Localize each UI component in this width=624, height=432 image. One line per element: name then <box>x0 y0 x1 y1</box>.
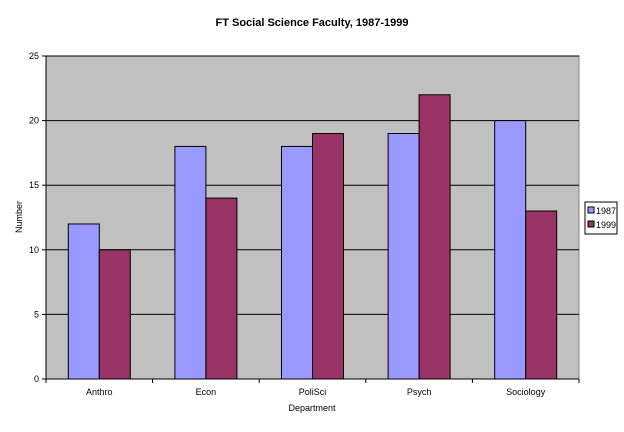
bar-polisci-1999 <box>312 133 344 380</box>
x-tick-label: Psych <box>407 387 432 397</box>
y-tick-label: 15 <box>29 180 39 190</box>
legend-swatch-1987 <box>587 206 595 214</box>
bar-anthro-1999 <box>98 249 131 380</box>
legend-label-1999: 1999 <box>596 220 616 230</box>
bar-sociology-1987 <box>494 120 527 380</box>
y-tick-label: 25 <box>29 51 39 61</box>
bar-sociology-1999 <box>525 210 558 380</box>
x-tick-label: Sociology <box>506 387 546 397</box>
x-tick-label: Econ <box>196 387 217 397</box>
legend-swatch-1999 <box>587 220 595 228</box>
bar-polisci-1987 <box>281 145 313 380</box>
y-tick-label: 5 <box>34 309 39 319</box>
x-tick-label: Anthro <box>86 387 113 397</box>
legend-box <box>584 201 618 235</box>
x-tick-label: PoliSci <box>299 387 327 397</box>
x-axis-title: Department <box>288 403 336 413</box>
chart-title: FT Social Science Faculty, 1987-1999 <box>215 17 408 29</box>
y-tick-label: 0 <box>34 374 39 384</box>
legend-label-1987: 1987 <box>596 206 616 216</box>
bar-psych-1987 <box>387 133 420 380</box>
y-tick-label: 10 <box>29 245 39 255</box>
bar-psych-1999 <box>418 94 451 380</box>
legend: 1987 1999 <box>584 201 618 235</box>
bar-econ-1987 <box>174 145 207 380</box>
y-tick-label: 20 <box>29 116 39 126</box>
bar-econ-1999 <box>205 197 238 380</box>
axes: 0 5 10 15 20 25 Anthro Econ PoliSci Psych Sociolog… <box>29 51 580 397</box>
y-axis-title: Number <box>14 201 24 233</box>
bar-anthro-1987 <box>67 223 100 380</box>
bars <box>67 94 558 380</box>
